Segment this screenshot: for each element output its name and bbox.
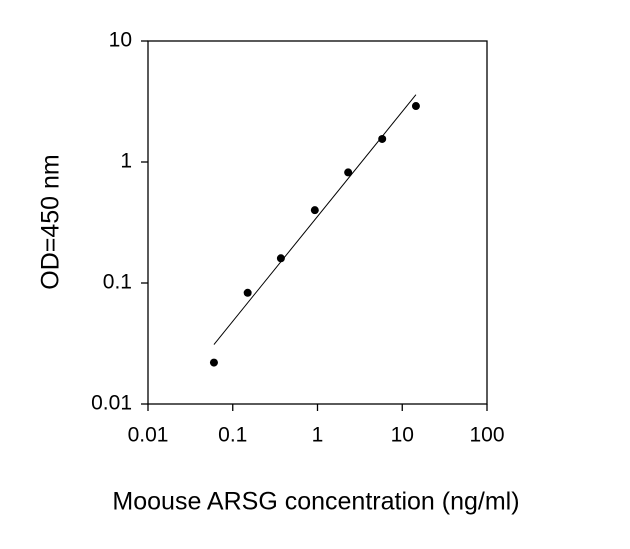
data-point bbox=[243, 288, 252, 297]
x-tick-label: 0.01 bbox=[128, 424, 169, 447]
y-tick-label: 10 bbox=[109, 29, 132, 52]
fit-line bbox=[213, 94, 417, 345]
x-axis-label: Moouse ARSG concentration (ng/ml) bbox=[112, 488, 519, 516]
y-tick-label: 1 bbox=[120, 150, 132, 173]
data-point bbox=[209, 358, 218, 367]
data-point bbox=[344, 168, 353, 177]
data-point bbox=[310, 206, 319, 215]
data-point bbox=[276, 254, 285, 263]
x-tick-label: 1 bbox=[312, 424, 324, 447]
x-tick-label: 100 bbox=[469, 424, 504, 447]
data-point bbox=[411, 102, 420, 111]
data-point bbox=[378, 134, 387, 143]
y-tick-label: 0.1 bbox=[103, 271, 132, 294]
plot-frame bbox=[147, 40, 488, 405]
x-tick-label: 10 bbox=[391, 424, 414, 447]
y-tick-label: 0.01 bbox=[91, 392, 132, 415]
x-tick-label: 0.1 bbox=[218, 424, 247, 447]
y-axis-label: OD=450 nm bbox=[37, 154, 65, 290]
